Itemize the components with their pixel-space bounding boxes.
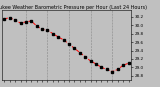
Title: Milwaukee Weather Barometric Pressure per Hour (Last 24 Hours): Milwaukee Weather Barometric Pressure pe… (0, 5, 147, 10)
